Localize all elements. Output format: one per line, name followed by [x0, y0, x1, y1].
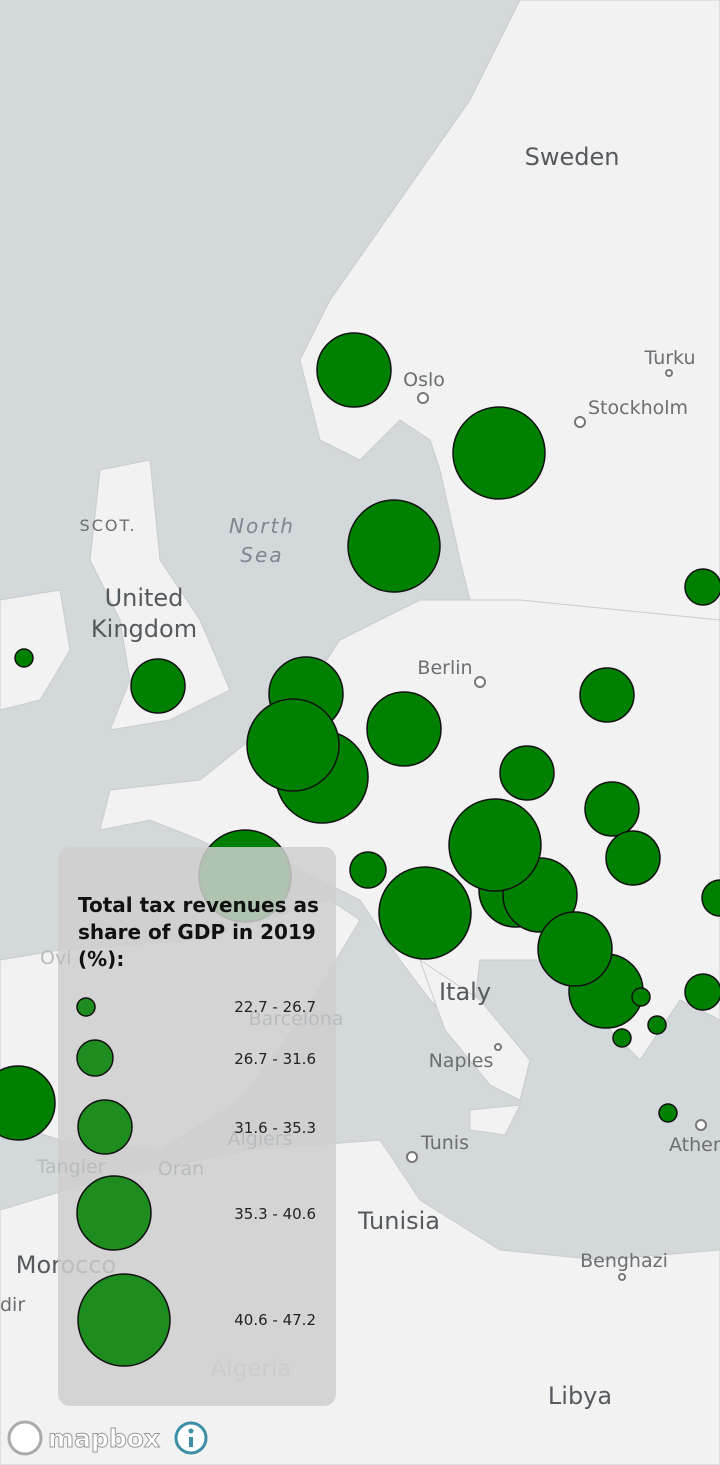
place-label: SCOT. [80, 516, 137, 535]
city-dots [406, 369, 707, 1281]
legend-title: share of GDP in 2019 [78, 920, 316, 944]
place-label: dir [0, 1294, 25, 1316]
bubble [347, 499, 441, 593]
place-label: Barcelona [249, 1008, 344, 1030]
legend-symbol [77, 1099, 133, 1155]
bubble [701, 879, 720, 917]
bubble [605, 830, 661, 886]
legend: Total tax revenues as share of GDP in 20… [76, 893, 319, 1367]
legend-label: 22.7 - 26.7 [234, 998, 316, 1016]
legend-label: 40.6 - 47.2 [234, 1311, 316, 1329]
place-label: Tunisia [357, 1207, 440, 1235]
bubble [537, 911, 613, 987]
place-label: Oslo [403, 369, 445, 391]
legend-title: Total tax revenues as [78, 893, 319, 917]
bubble [658, 1103, 678, 1123]
bubble [316, 332, 392, 408]
info-icon [188, 1428, 194, 1434]
bubble [684, 973, 720, 1011]
bubble [246, 698, 340, 792]
legend-label: 35.3 - 40.6 [234, 1205, 316, 1223]
place-label: Algiers [227, 1128, 292, 1150]
legend-title: (%): [78, 947, 124, 971]
place-label: Turku [643, 347, 695, 369]
bubble [448, 798, 542, 892]
bubble [584, 781, 640, 837]
legend-label: 26.7 - 31.6 [234, 1050, 316, 1068]
attribution: mapbox [7, 1420, 208, 1456]
legend-box [58, 847, 336, 1406]
place-label: North [229, 514, 295, 538]
place-label: Athen [669, 1134, 720, 1156]
bubble [349, 851, 387, 889]
place-label: Kingdom [91, 615, 197, 643]
place-label: Benghazi [580, 1250, 668, 1272]
place-label: Tunis [420, 1132, 469, 1154]
legend-symbol [77, 1273, 171, 1367]
mapbox-logo [7, 1420, 43, 1456]
place-label: Oran [158, 1158, 204, 1180]
bubble [0, 1065, 56, 1141]
bubble [452, 406, 546, 500]
background-labels: Barcelona Algiers Tangier Oran dir Ovi [0, 947, 343, 1316]
legend-label: 31.6 - 35.3 [234, 1119, 316, 1137]
bubble [684, 568, 720, 606]
bubble [499, 745, 555, 801]
legend-symbol [76, 997, 96, 1017]
legend-symbol [76, 1175, 152, 1251]
place-label: Naples [429, 1050, 494, 1072]
country-bubbles [0, 332, 720, 1141]
place-label: Tangier [36, 1156, 106, 1178]
bubble [612, 1028, 632, 1048]
bubble [14, 648, 34, 668]
bubble [631, 987, 651, 1007]
place-label: Ovi [40, 947, 71, 969]
bubble [579, 667, 635, 723]
bubble [647, 1015, 667, 1035]
place-label: Stockholm [588, 397, 688, 419]
info-icon [189, 1437, 193, 1447]
legend-symbol [76, 1039, 114, 1077]
place-label: United [105, 584, 184, 612]
mapbox-wordmark: mapbox [48, 1424, 160, 1453]
bubble [366, 691, 442, 767]
bubble [378, 866, 472, 960]
place-label: Sea [240, 543, 283, 567]
place-label: Berlin [417, 657, 472, 679]
place-label: Sweden [525, 143, 620, 171]
place-label: Libya [548, 1382, 612, 1410]
place-label: Italy [439, 978, 491, 1006]
bubble [130, 658, 186, 714]
